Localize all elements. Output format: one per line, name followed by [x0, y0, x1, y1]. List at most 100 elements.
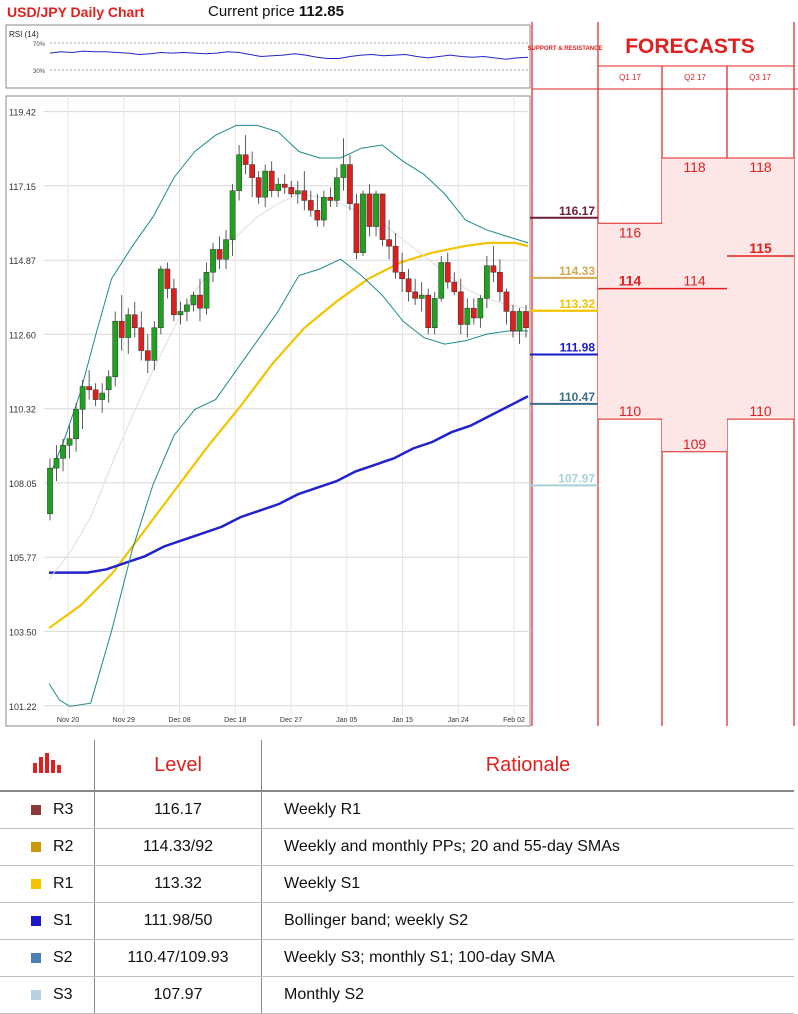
candle-body — [262, 170, 269, 198]
forecast-col-q3: Q3 17 — [749, 73, 771, 82]
level-color-swatch — [31, 879, 41, 889]
forecast-col-q2: Q2 17 — [684, 73, 706, 82]
level-tag: S3 — [53, 986, 73, 1003]
level-rationale: Bollinger band; weekly S2 — [261, 902, 794, 940]
candle-body — [405, 278, 412, 293]
candle-body — [425, 294, 432, 329]
candle-body — [190, 294, 197, 306]
candle-body — [353, 203, 360, 253]
candle-body — [321, 196, 327, 221]
current-price: Current price 112.85 — [208, 3, 344, 20]
level-rationale: Weekly S1 — [261, 865, 794, 903]
forecast-range — [727, 158, 794, 420]
current-price-value: 112.85 — [298, 3, 344, 20]
forecast-high-label: 118 — [749, 159, 772, 175]
candle-body — [112, 320, 119, 377]
level-value: 114.33/92 — [94, 828, 262, 866]
levels-table: Level Rationale R3 116.17 Weekly R1 R2 114.3… — [0, 740, 794, 1014]
forecast-title: FORECASTS — [625, 35, 755, 58]
forecast-high-label: 118 — [683, 159, 706, 175]
level-value: 113.32 — [94, 865, 262, 903]
candle-body — [138, 327, 145, 351]
y-tick-label: 101.22 — [9, 702, 37, 712]
level-tag: S1 — [53, 912, 73, 929]
candle-body — [510, 311, 516, 332]
candle-body — [301, 190, 308, 201]
forecast-panel: FORECASTS Q1 17 Q2 17 Q3 17 116 114 110 118… — [598, 22, 795, 726]
candle-body — [490, 265, 497, 273]
sr-label: 111.98 — [560, 341, 596, 355]
rationale-header: Rationale — [261, 740, 794, 792]
candle-body — [60, 445, 66, 459]
candle-body — [366, 193, 373, 227]
level-tag-cell: R1 — [0, 865, 95, 903]
level-tag-cell: S1 — [0, 902, 95, 940]
candle-body — [47, 467, 53, 515]
forecast-range — [598, 223, 662, 420]
candle-body — [327, 196, 334, 201]
series-line — [48, 258, 528, 707]
candle-body — [125, 314, 132, 338]
sr-label: 107.97 — [558, 471, 595, 485]
y-tick-label: 105.77 — [9, 553, 37, 563]
level-value: 110.47/109.93 — [94, 939, 262, 977]
candle-body — [444, 262, 451, 283]
level-color-swatch — [31, 990, 41, 1000]
candle-body — [275, 183, 282, 191]
level-rationale: Weekly and monthly PPs; 20 and 55-day SM… — [261, 828, 794, 866]
level-value: 116.17 — [94, 791, 262, 829]
x-tick-label: Nov 29 — [113, 717, 135, 724]
candle-body — [249, 164, 255, 178]
rsi-line — [49, 50, 529, 60]
forecast-mid-label: 115 — [749, 240, 772, 256]
forecast-low-label: 109 — [683, 436, 707, 452]
candle-body — [431, 298, 438, 329]
sr-label: 110.47 — [559, 390, 595, 404]
forecast-mid-label: 114 — [683, 273, 706, 289]
level-color-swatch — [31, 916, 41, 926]
candle-body — [418, 294, 425, 299]
forecast-mid-label: 114 — [619, 273, 642, 289]
candle-body — [73, 409, 79, 439]
x-tick-label: Dec 08 — [168, 717, 190, 724]
level-row: S3 107.97 Monthly S2 — [0, 976, 794, 1014]
y-tick-label: 112.60 — [9, 330, 36, 340]
level-tag: S2 — [53, 949, 73, 966]
level-tag: R1 — [53, 875, 74, 892]
level-tag-cell: S2 — [0, 939, 95, 977]
candle-body — [197, 294, 203, 309]
levels-table-header: Level Rationale — [0, 740, 794, 792]
candle-body — [379, 193, 386, 240]
level-row: R1 113.32 Weekly S1 — [0, 865, 794, 903]
x-tick-label: Dec 27 — [280, 717, 302, 724]
candle-body — [464, 307, 471, 325]
level-value: 107.97 — [94, 976, 262, 1014]
level-rationale: Monthly S2 — [261, 976, 794, 1014]
level-value: 111.98/50 — [94, 902, 262, 940]
x-tick-label: Nov 20 — [57, 717, 79, 724]
candle-body — [144, 350, 151, 361]
y-tick-label: 117.15 — [9, 182, 36, 192]
x-tick-label: Dec 18 — [224, 717, 246, 724]
candle-body — [314, 209, 321, 221]
forecast-col-q1: Q1 17 — [619, 73, 641, 82]
y-tick-label: 114.87 — [9, 256, 36, 266]
candle-body — [86, 386, 92, 391]
level-row: S1 111.98/50 Bollinger band; weekly S2 — [0, 902, 794, 940]
candle-body — [118, 320, 125, 338]
candle-body — [399, 272, 405, 280]
candle-body — [438, 262, 445, 299]
candle-body — [242, 154, 249, 165]
candle-body — [66, 438, 73, 446]
sr-label: 114.33 — [559, 264, 595, 278]
candle-body — [53, 458, 60, 469]
candle-body — [373, 193, 379, 227]
candle-body — [457, 291, 464, 325]
level-tag-cell: R2 — [0, 828, 95, 866]
level-tag: R3 — [53, 801, 74, 818]
y-tick-label: 119.42 — [9, 108, 36, 118]
bar-chart-icon — [0, 740, 95, 792]
rsi-panel: RSI (14) 70% 30% — [5, 24, 531, 89]
candle-body — [131, 314, 138, 329]
candle-body — [164, 268, 171, 289]
